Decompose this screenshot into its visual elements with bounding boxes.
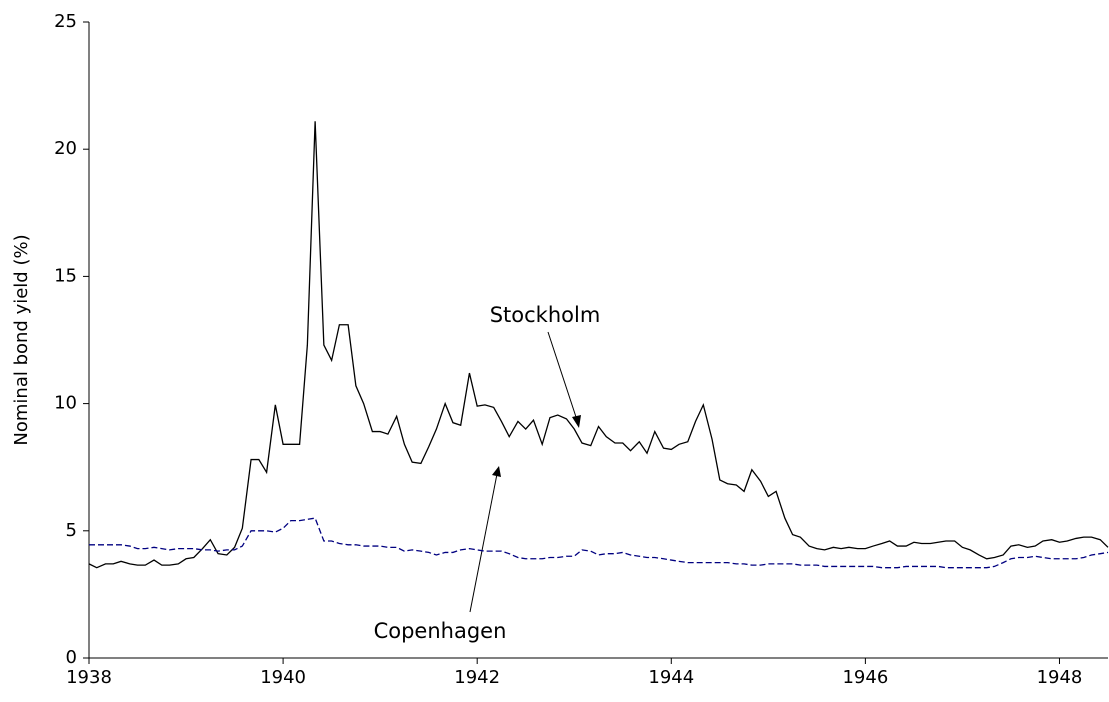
- y-tick-label: 15: [54, 265, 77, 286]
- series-line: [89, 517, 1109, 569]
- series-annotation: Copenhagen: [374, 619, 507, 643]
- x-tick-label: 1940: [260, 667, 306, 688]
- arrow-head: [492, 466, 501, 477]
- x-tick-label: 1942: [454, 667, 500, 688]
- y-tick-label: 25: [54, 11, 77, 32]
- arrow-head: [572, 415, 581, 428]
- y-tick-label: 20: [54, 138, 77, 159]
- series-annotation: Stockholm: [490, 303, 601, 327]
- x-tick-label: 1938: [66, 667, 112, 688]
- y-axis-label: Nominal bond yield (%): [11, 234, 32, 445]
- series-line: [88, 121, 1109, 569]
- x-tick-label: 1944: [648, 667, 694, 688]
- y-tick-label: 0: [66, 647, 77, 668]
- annotation-arrow: [547, 331, 578, 421]
- annotation-arrow: [469, 473, 498, 613]
- y-tick-label: 10: [54, 393, 77, 414]
- x-tick-label: 1946: [842, 667, 888, 688]
- x-tick-label: 1948: [1037, 667, 1083, 688]
- y-tick-label: 5: [66, 520, 77, 541]
